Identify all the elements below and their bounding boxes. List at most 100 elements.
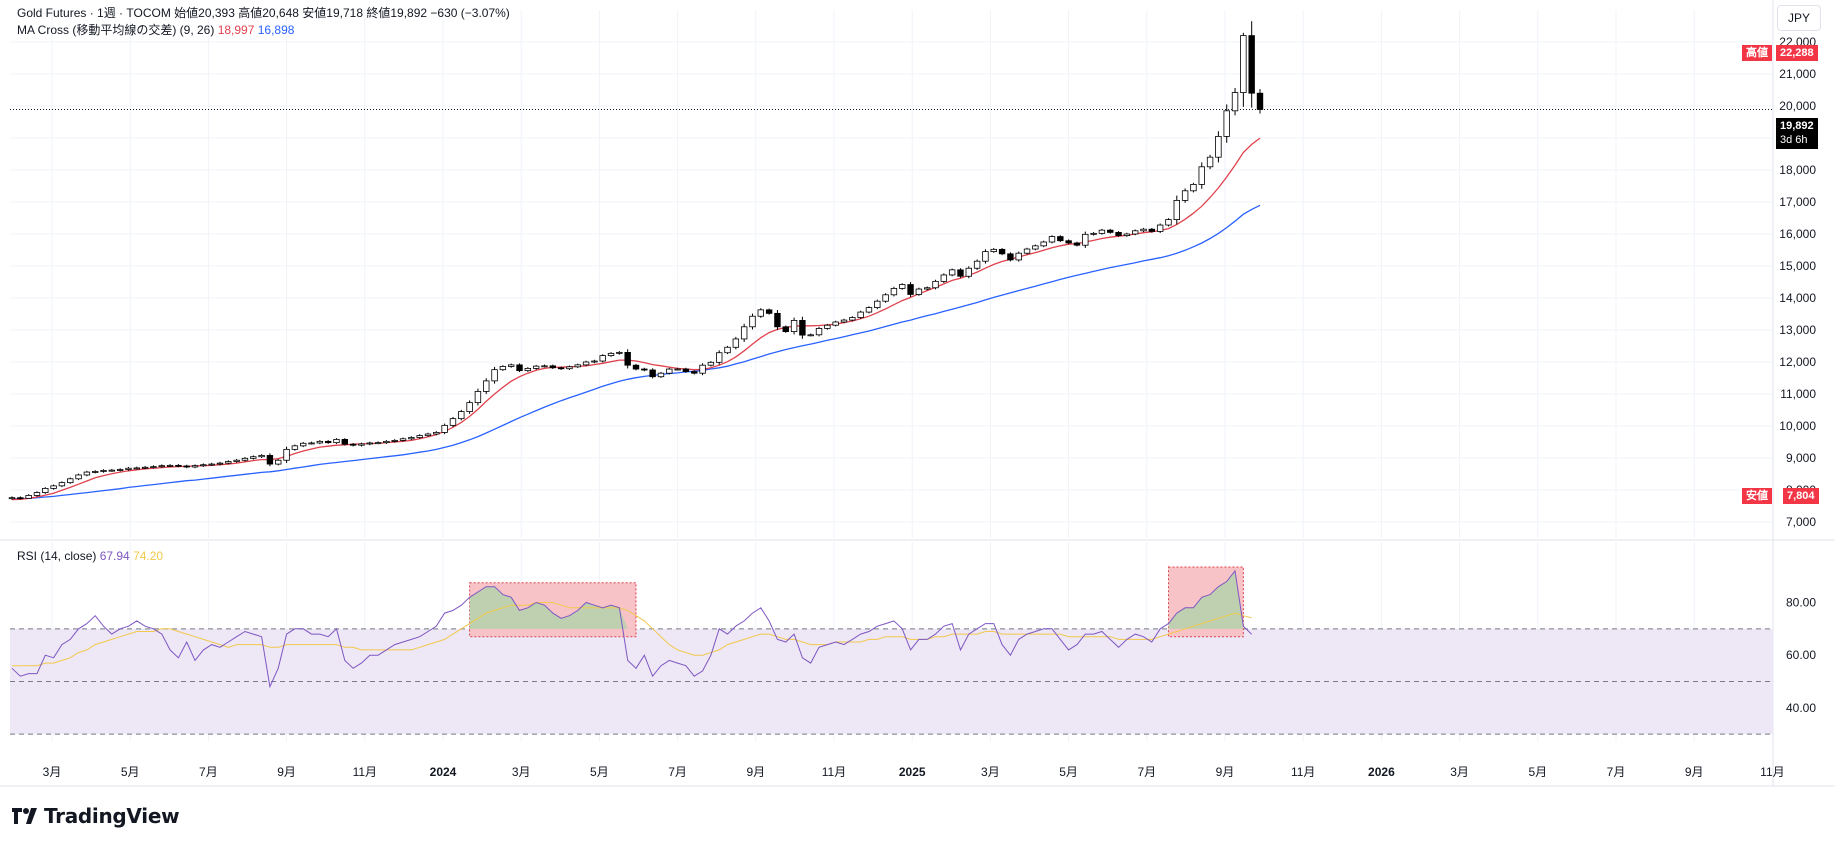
time-tick-label: 11月 [353,765,377,779]
candle-body [1123,233,1131,236]
candle-body [1206,156,1214,168]
candle-body [17,497,24,500]
price-tick-label: 21,000 [1779,67,1816,81]
candle-body [749,315,756,328]
candle-body [366,442,373,445]
candle-body [233,459,240,462]
candle-body [1198,166,1205,185]
ma-title: MA Cross (移動平均線の交差) (9, 26) [17,23,215,37]
candle-body [807,334,814,337]
candle-body [424,433,432,437]
candle-body [1065,240,1072,244]
time-tick-label: 7月 [199,765,218,779]
high-tag-label: 高値 [1742,45,1772,61]
candle-body [216,462,224,465]
candle-body [1015,252,1022,261]
candle-body [391,439,398,442]
price-tick-label: 15,000 [1779,259,1816,273]
candle-body [899,284,906,289]
time-tick-label: 2024 [430,765,457,779]
candle-body [1048,236,1056,243]
candle-body [441,424,448,433]
candle-body [857,311,864,318]
price-tick-label: 13,000 [1779,323,1816,337]
time-tick-label: 3月 [1450,765,1469,779]
candle-body [416,435,423,438]
candle-body [374,442,382,445]
candle-body [849,317,856,321]
candle-body [699,364,706,374]
rsi-ma-line [12,602,1252,667]
candle-body [316,440,324,444]
candle-body [8,497,16,500]
rsi-legend[interactable]: RSI (14, close) 67.94 74.20 [17,549,163,564]
close-label: 終値 [366,6,391,20]
candle-body [58,482,66,487]
rsi-pane [10,566,1773,735]
candle-body [1098,229,1106,234]
candle-body [1173,199,1180,220]
candle-body [466,402,473,413]
candle-body [200,464,207,467]
candle-body [832,321,839,326]
candle-body [732,338,740,348]
candle-body [799,319,806,336]
candles [8,21,1264,500]
price-tick-label: 18,000 [1779,163,1816,177]
low-label: 安値 [302,6,327,20]
rsi-tick-label: 60.00 [1786,648,1816,662]
symbol-legend: Gold Futures · 1週 · TOCOM 始値20,393 高値20,… [17,6,510,21]
candle-body [341,439,348,445]
candle-body [824,324,831,329]
time-tick-label: 5月 [590,765,609,779]
candle-body [299,442,307,447]
axes: 7,0008,0009,00010,00011,00012,00013,0001… [43,35,1817,779]
candle-body [1215,135,1222,158]
candle-body [258,455,265,458]
price-tick-label: 17,000 [1779,195,1816,209]
low-value: 19,718 [326,6,363,20]
currency-button[interactable]: JPY [1777,5,1821,31]
time-tick-label: 5月 [1059,765,1078,779]
candle-body [998,248,1006,255]
candle-body [308,442,315,445]
tradingview-logo[interactable]: TradingView [12,803,180,829]
candle-body [83,471,91,476]
candle-body [924,287,931,290]
candle-body [158,465,165,468]
candle-body [1082,233,1089,246]
candle-body [874,300,881,309]
rsi-value: 67.94 [99,549,130,563]
high-value: 20,648 [262,6,299,20]
candle-body [1223,110,1230,137]
candle-body [1181,190,1189,201]
candle-body [1007,253,1014,261]
candle-body [507,364,515,367]
candle-body [1107,229,1114,233]
price-tick-label: 20,000 [1779,99,1816,113]
candle-body [1140,228,1147,232]
candle-body [1148,228,1156,232]
candle-body [790,319,798,332]
candle-body [1256,92,1264,110]
candle-body [67,478,74,484]
ma-slow-line [11,204,1261,500]
candle-body [882,294,889,302]
candle-body [682,368,690,373]
last-price-value: 19,892 [1780,120,1814,132]
candle-body [1231,92,1239,112]
price-tick-label: 11,000 [1780,387,1816,401]
open-label: 始値 [174,6,199,20]
candle-body [566,366,573,370]
candle-body [740,326,748,340]
candle-body [358,443,365,446]
candle-body [907,284,914,295]
rsi-ma-value: 74.20 [133,549,164,563]
candle-body [757,309,764,317]
high-label: 高値 [238,6,263,20]
candle-body [291,445,299,450]
ma-slow-value: 16,898 [257,23,295,37]
brand-name: TradingView [44,804,180,828]
ma-legend[interactable]: MA Cross (移動平均線の交差) (9, 26) 18,997 16,89… [17,23,294,38]
